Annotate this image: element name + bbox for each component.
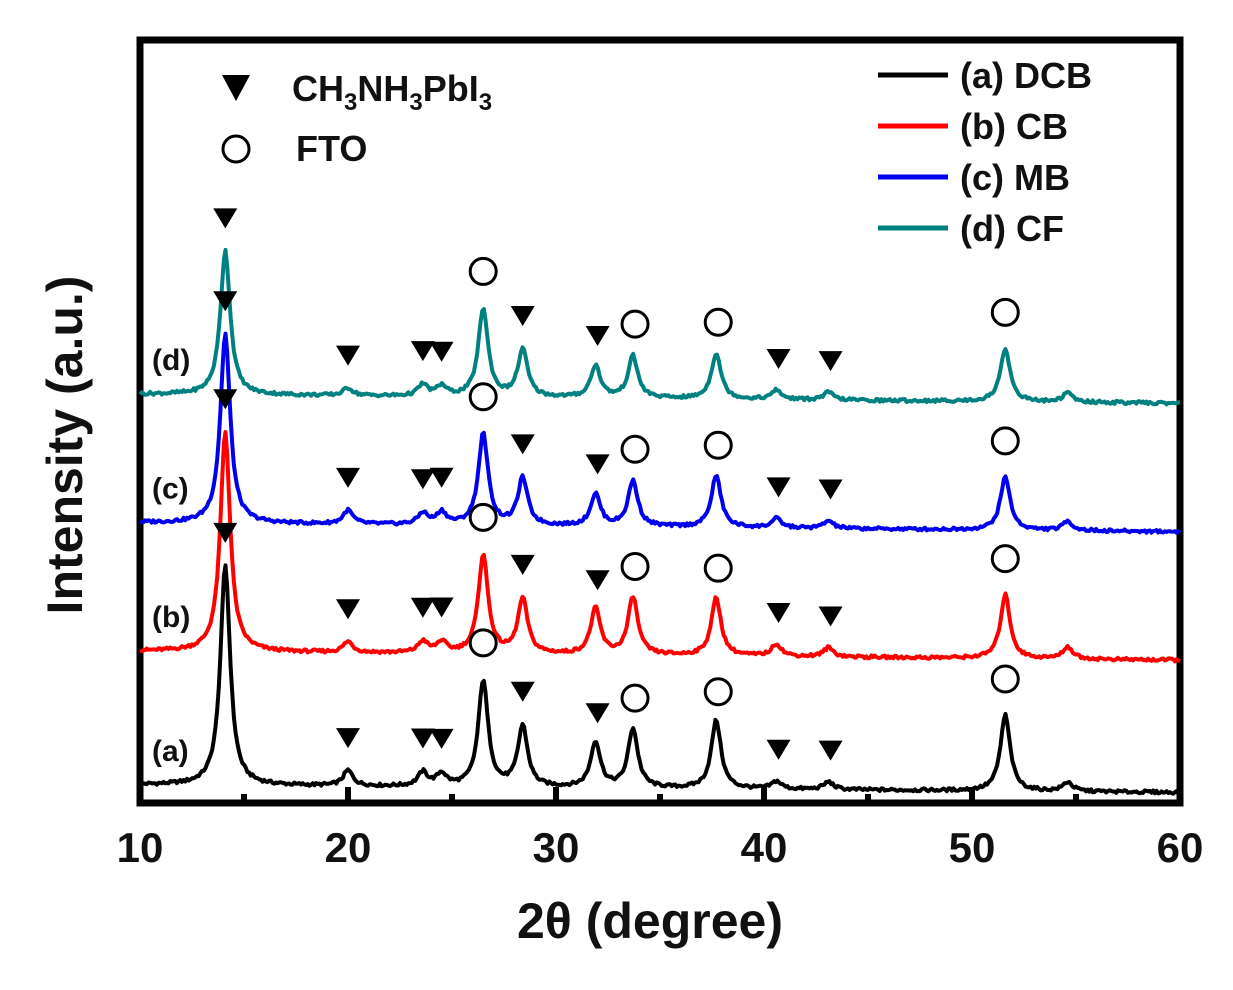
ch3nh3pbi3-marker <box>213 389 238 410</box>
ch3nh3pbi3-marker <box>213 291 238 312</box>
fto-marker <box>990 297 1020 327</box>
ch3nh3pbi3-marker <box>766 348 791 369</box>
series-line <box>138 563 1182 796</box>
x-tick-label: 30 <box>533 824 580 871</box>
ch3nh3pbi3-marker <box>336 345 360 366</box>
legend-circle-icon <box>221 134 251 164</box>
series-legend: (a) DCB (b) CB (c) MB (d) CF <box>878 55 1092 249</box>
fto-marker <box>990 664 1020 694</box>
ch3nh3pbi3-marker <box>510 681 535 702</box>
ch3nh3pbi3-marker <box>410 341 435 362</box>
x-tick-label: 10 <box>117 824 164 871</box>
ch3nh3pbi3-marker <box>213 208 238 229</box>
ch3nh3pbi3-marker <box>213 522 238 543</box>
fto-marker <box>468 382 498 412</box>
ch3nh3pbi3-marker <box>766 477 791 498</box>
series-labels: (a) (b) (c) (d) <box>152 344 190 768</box>
fto-marker <box>620 309 650 339</box>
legend-series-label: (d) CF <box>960 208 1064 249</box>
y-axis-title: Intensity (a.u.) <box>37 276 93 615</box>
ch3nh3pbi3-marker <box>766 739 791 760</box>
ch3nh3pbi3-marker <box>429 341 454 362</box>
fto-marker <box>620 434 650 464</box>
series-line <box>139 430 1181 664</box>
ch3nh3pbi3-marker <box>429 597 454 618</box>
fto-marker <box>468 628 498 658</box>
x-tick-label: 40 <box>741 824 788 871</box>
fto-marker <box>620 551 650 581</box>
fto-marker <box>990 544 1020 574</box>
ch3nh3pbi3-marker <box>818 351 843 372</box>
ch3nh3pbi3-marker <box>585 570 610 591</box>
ch3nh3pbi3-marker <box>510 434 535 455</box>
ch3nh3pbi3-marker <box>818 606 843 627</box>
fto-marker <box>990 426 1020 456</box>
series-label: (b) <box>152 601 190 634</box>
legend-series-label: (c) MB <box>960 157 1070 198</box>
x-tick-label: 50 <box>949 824 996 871</box>
x-axis-tick-labels: 10 20 30 40 50 60 <box>117 824 1204 871</box>
marker-legend: CH3NH3PbI3 FTO <box>221 68 492 169</box>
ch3nh3pbi3-marker <box>510 554 535 575</box>
series-line <box>139 331 1182 535</box>
ch3nh3pbi3-marker <box>585 703 610 724</box>
ch3nh3pbi3-marker <box>818 479 843 500</box>
legend-series-label: (b) CB <box>960 106 1068 147</box>
fto-marker <box>703 553 733 583</box>
ch3nh3pbi3-marker <box>429 467 454 488</box>
ch3nh3pbi3-marker <box>410 597 435 618</box>
series-label: (a) <box>152 735 189 768</box>
peak-markers <box>213 208 1020 761</box>
ch3nh3pbi3-marker <box>818 740 843 761</box>
ch3nh3pbi3-marker <box>336 467 360 488</box>
ch3nh3pbi3-marker <box>585 454 610 475</box>
legend-series-label: (a) DCB <box>960 55 1092 96</box>
x-tick-label: 20 <box>325 824 372 871</box>
ch3nh3pbi3-marker <box>585 326 610 347</box>
x-tick-label: 60 <box>1157 824 1204 871</box>
fto-marker <box>468 256 498 286</box>
ch3nh3pbi3-marker <box>410 728 435 749</box>
x-axis-title: 2θ (degree) <box>517 893 783 949</box>
ch3nh3pbi3-marker <box>336 728 360 749</box>
fto-marker <box>620 683 650 713</box>
series-label: (d) <box>152 344 190 377</box>
ch3nh3pbi3-marker <box>429 728 454 749</box>
ch3nh3pbi3-marker <box>766 602 791 623</box>
fto-marker <box>703 677 733 707</box>
series-label: (c) <box>152 473 189 506</box>
fto-marker <box>468 502 498 532</box>
fto-marker <box>703 430 733 460</box>
ch3nh3pbi3-marker <box>336 599 360 620</box>
ch3nh3pbi3-marker <box>410 469 435 490</box>
series-line <box>138 247 1181 407</box>
legend-ch3nh3pbi3-text: CH3NH3PbI3 <box>292 68 492 116</box>
legend-fto-text: FTO <box>296 128 367 169</box>
legend-triangle-icon <box>222 75 250 101</box>
ch3nh3pbi3-marker <box>510 305 535 326</box>
series-lines <box>138 247 1182 796</box>
fto-marker <box>703 307 733 337</box>
